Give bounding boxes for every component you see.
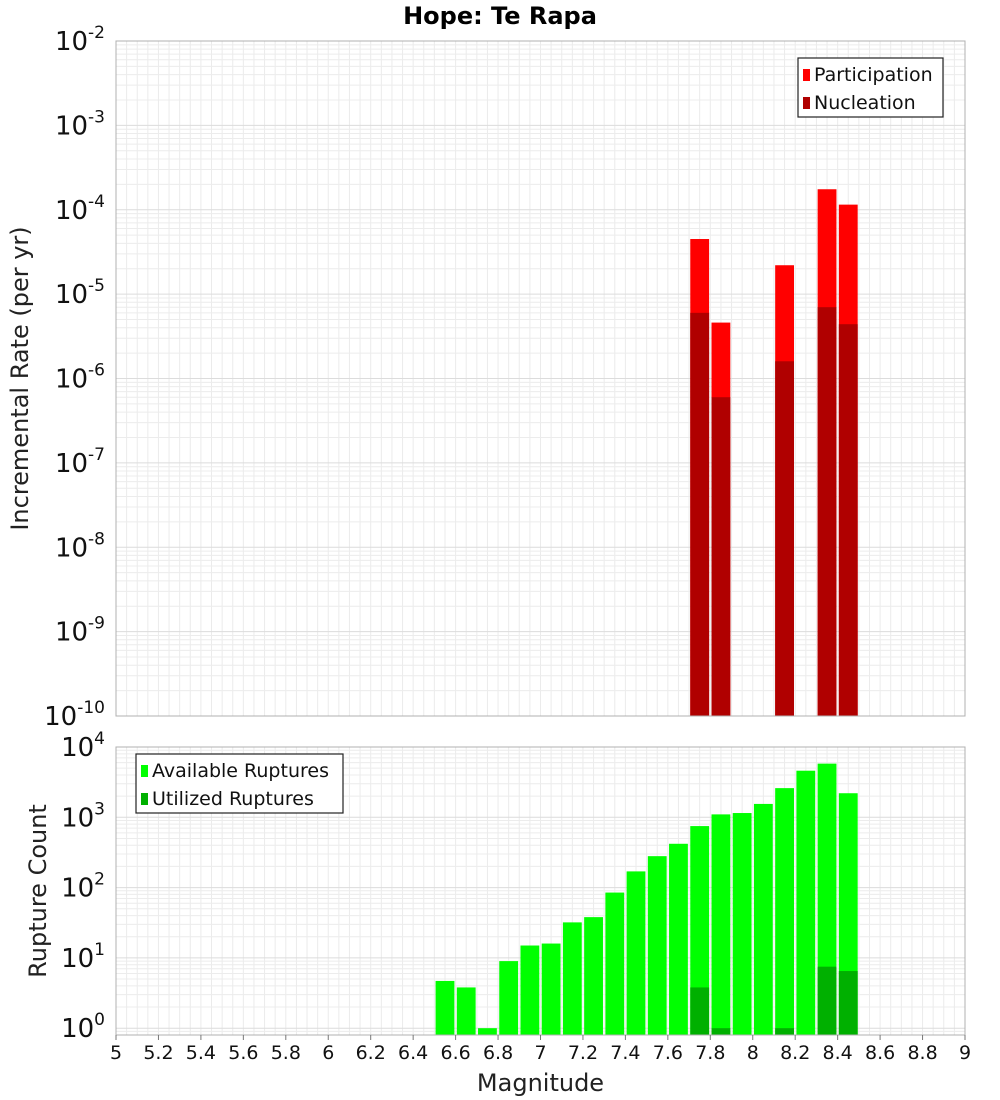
bar-available-ruptures: [732, 813, 752, 1035]
bar-nucleation: [775, 361, 794, 716]
panel-0: 10-10 10-9 10-8 10-7 10-6 10-5 10-4 10-3 10-2 Inc…: [6, 2, 966, 732]
legend-entry: Participation: [814, 64, 933, 86]
legend-swatch: [141, 765, 148, 777]
bar-available-ruptures: [796, 770, 816, 1035]
x-tick-label: 8.6: [865, 1042, 895, 1064]
bar-available-ruptures: [584, 917, 603, 1035]
panel-1: 100 101 102 103 104 Rupture Count 5 5.2 5.4 5.6 5.…: [24, 729, 971, 1097]
bar-available-ruptures: [541, 943, 561, 1035]
bar-available-ruptures: [711, 814, 731, 1035]
bar-utilized-ruptures: [817, 966, 837, 1035]
x-tick-label: 6.2: [356, 1042, 386, 1064]
x-tick-label: 7.8: [695, 1042, 725, 1064]
legend-entry: Nucleation: [814, 92, 916, 114]
legend-entry: Available Ruptures: [152, 760, 329, 782]
y-tick-label: 10-5: [55, 276, 105, 310]
bar-utilized-ruptures: [838, 971, 858, 1035]
legend-swatch: [803, 97, 810, 109]
legend-entry: Utilized Ruptures: [152, 788, 314, 810]
x-tick-label: 7.4: [610, 1042, 640, 1064]
bar-available-ruptures: [669, 843, 688, 1035]
x-tick-label: 8.4: [823, 1042, 853, 1064]
bar-available-ruptures: [435, 980, 455, 1035]
x-tick-label: 8: [747, 1042, 759, 1064]
bar-nucleation: [690, 312, 710, 716]
x-tick-label: 9: [959, 1042, 971, 1064]
x-tick-label: 5: [110, 1042, 122, 1064]
x-tick-label: 5.8: [271, 1042, 301, 1064]
y-axis-title: Incremental Rate (per yr): [6, 226, 34, 530]
legend: Participation Nucleation: [797, 57, 944, 118]
bar-utilized-ruptures: [711, 1028, 731, 1035]
plot-frame: [115, 40, 966, 717]
bar-available-ruptures: [499, 961, 519, 1035]
bar-available-ruptures: [520, 945, 540, 1035]
bar-nucleation: [711, 397, 731, 716]
bar-utilized-ruptures: [690, 987, 710, 1035]
legend-box: [797, 57, 944, 118]
bar-nucleation: [817, 307, 837, 716]
bar-available-ruptures: [562, 922, 582, 1035]
bar-nucleation: [838, 324, 858, 716]
legend-swatch: [141, 793, 148, 805]
y-tick-label: 10-2: [55, 23, 105, 57]
x-tick-label: 6.4: [398, 1042, 428, 1064]
x-tick-label: 7: [534, 1042, 546, 1064]
y-tick-label: 10-6: [55, 361, 105, 395]
y-axis-title: Rupture Count: [24, 804, 52, 978]
bar-available-ruptures: [478, 1028, 497, 1035]
y-tick-label: 101: [61, 940, 105, 974]
x-tick-label: 8.2: [780, 1042, 810, 1064]
legend-swatch: [803, 69, 810, 81]
x-tick-label: 7.6: [653, 1042, 683, 1064]
bar-available-ruptures: [626, 871, 646, 1035]
x-tick-label: 7.2: [568, 1042, 598, 1064]
y-tick-label: 10-9: [55, 614, 105, 648]
x-axis-title: Magnitude: [477, 1069, 604, 1097]
y-tick-label: 102: [61, 870, 105, 904]
chart-title: Hope: Te Rapa: [403, 2, 597, 30]
bar-available-ruptures: [690, 826, 710, 1035]
x-tick-label: 5.6: [228, 1042, 258, 1064]
y-tick-label: 10-7: [55, 445, 105, 479]
x-tick-label: 6.6: [440, 1042, 470, 1064]
bar-available-ruptures: [605, 892, 625, 1035]
bar-available-ruptures: [775, 788, 794, 1035]
bar-utilized-ruptures: [775, 1028, 794, 1035]
y-tick-label: 10-8: [55, 529, 105, 563]
x-tick-label: 6.8: [483, 1042, 513, 1064]
y-tick-label: 100: [61, 1010, 105, 1044]
y-tick-label: 10-4: [55, 192, 105, 226]
y-tick-label: 10-3: [55, 107, 105, 141]
bar-available-ruptures: [753, 803, 773, 1035]
bar-available-ruptures: [456, 987, 476, 1035]
x-tick-label: 8.8: [907, 1042, 937, 1064]
legend-box: [135, 753, 344, 814]
x-tick-label: 6: [322, 1042, 334, 1064]
y-tick-label: 103: [61, 799, 105, 833]
y-tick-label: 10-10: [44, 698, 105, 732]
y-tick-label: 104: [61, 729, 105, 763]
x-tick-label: 5.4: [186, 1042, 216, 1064]
x-tick-label: 5.2: [143, 1042, 173, 1064]
legend: Available Ruptures Utilized Ruptures: [135, 753, 344, 814]
bar-available-ruptures: [647, 856, 667, 1035]
